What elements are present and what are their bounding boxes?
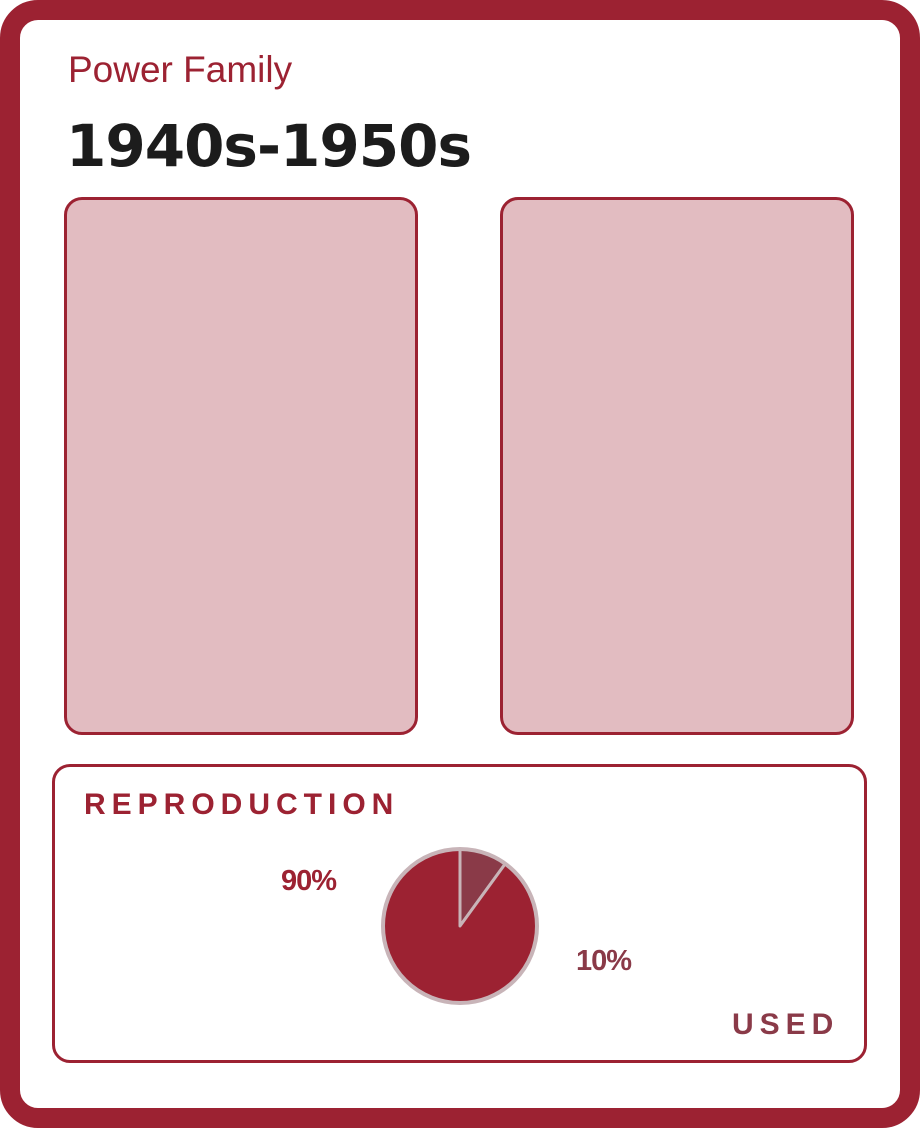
category-label-reproduction: REPRODUCTION: [84, 788, 400, 821]
pie-chart: [381, 847, 539, 1005]
photo-placeholder-left: [64, 197, 418, 735]
photo-placeholder-right: [500, 197, 854, 735]
card-title: 1940s-1950s: [66, 112, 472, 180]
value-label-used: 10%: [576, 945, 632, 977]
pie-outline: [381, 847, 539, 1005]
value-label-reproduction: 90%: [281, 865, 337, 897]
category-label-used: USED: [732, 1008, 840, 1041]
card-subtitle: Power Family: [68, 49, 293, 90]
